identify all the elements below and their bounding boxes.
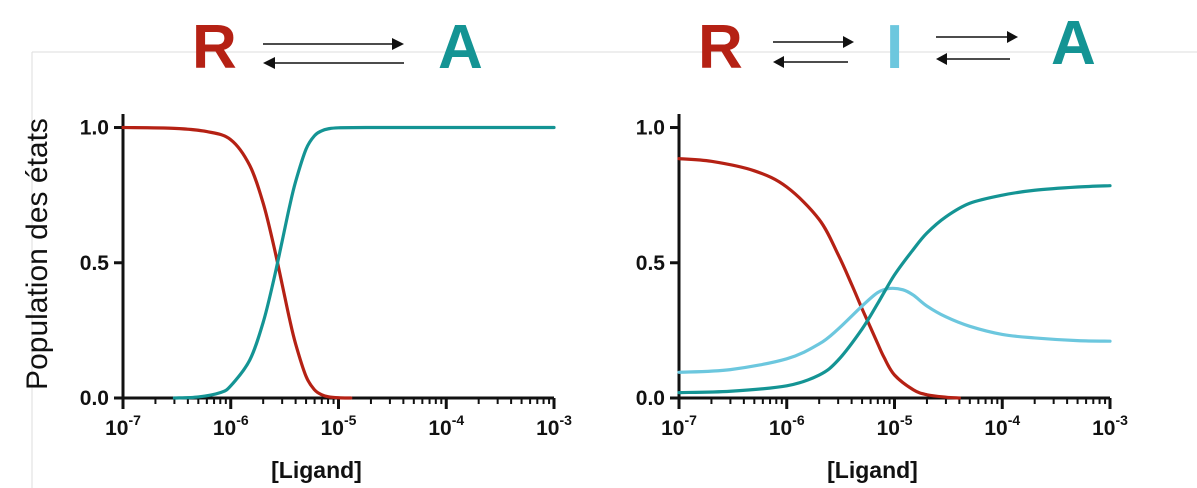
equilibrium-arrows-icon <box>773 36 854 68</box>
x-tick-label-exponent: -7 <box>128 412 141 428</box>
x-axis-title: [Ligand] <box>827 457 918 483</box>
x-tick-label: 10-3 <box>1092 412 1128 440</box>
x-tick-label-exponent: -6 <box>236 412 249 428</box>
scheme-left: R A <box>192 13 483 82</box>
equilibrium-arrows-icon <box>263 38 404 69</box>
series-line-a <box>677 184 1112 395</box>
y-tick-label: 0.0 <box>80 387 109 410</box>
equilibrium-arrows-icon <box>936 31 1018 65</box>
x-tick-label: 10-6 <box>769 412 805 440</box>
chart-right: 0.00.51.010-7 10-6 10-5 10-4 10-3[Ligand] <box>636 114 1128 483</box>
series-line-r <box>121 125 353 400</box>
y-tick-label: 1.0 <box>636 117 665 140</box>
x-tick-label-base: 10 <box>536 417 559 440</box>
x-tick-label-base: 10 <box>877 417 900 440</box>
scheme-right-i-letter: I <box>886 13 903 82</box>
x-axis-title: [Ligand] <box>271 457 362 483</box>
x-tick-label-exponent: -6 <box>792 412 805 428</box>
y-tick-label: 0.5 <box>636 252 666 275</box>
x-tick-label: 10-7 <box>661 412 697 440</box>
x-tick-label-exponent: -4 <box>1008 412 1021 428</box>
series-line-i <box>677 286 1112 374</box>
x-tick-label-base: 10 <box>984 417 1007 440</box>
x-tick-label: 10-5 <box>321 412 357 440</box>
x-tick-label-base: 10 <box>1092 417 1115 440</box>
y-tick-label: 1.0 <box>80 117 109 140</box>
x-tick-label-exponent: -3 <box>1115 412 1128 428</box>
x-tick-label-base: 10 <box>321 417 344 440</box>
x-tick-label: 10-6 <box>213 412 249 440</box>
x-tick-label-exponent: -5 <box>900 412 913 428</box>
x-tick-label-exponent: -5 <box>344 412 357 428</box>
series-line-a <box>172 125 556 400</box>
x-tick-label-base: 10 <box>769 417 792 440</box>
series-line-r <box>677 157 961 400</box>
scheme-left-r-letter: R <box>192 13 237 82</box>
y-tick-label: 0.5 <box>80 252 110 275</box>
scheme-right: R I A <box>698 9 1096 82</box>
y-axis-label: Population des états <box>21 118 54 390</box>
x-tick-label-exponent: -7 <box>684 412 697 428</box>
x-tick-label: 10-3 <box>536 412 572 440</box>
x-tick-label-exponent: -3 <box>559 412 572 428</box>
x-tick-label-exponent: -4 <box>452 412 465 428</box>
x-tick-label-base: 10 <box>213 417 236 440</box>
x-tick-label-base: 10 <box>105 417 128 440</box>
chart-left: 0.00.51.010-7 10-6 10-5 10-4 10-3[Ligand] <box>80 114 572 483</box>
x-tick-label-base: 10 <box>661 417 684 440</box>
y-tick-label: 0.0 <box>636 387 665 410</box>
x-tick-label: 10-4 <box>984 412 1020 440</box>
scheme-right-r-letter: R <box>698 13 743 82</box>
x-tick-label-base: 10 <box>428 417 451 440</box>
scheme-right-a-letter: A <box>1051 9 1096 78</box>
x-tick-label: 10-5 <box>877 412 913 440</box>
x-tick-label: 10-7 <box>105 412 141 440</box>
x-tick-label: 10-4 <box>428 412 464 440</box>
scheme-left-a-letter: A <box>438 13 483 82</box>
